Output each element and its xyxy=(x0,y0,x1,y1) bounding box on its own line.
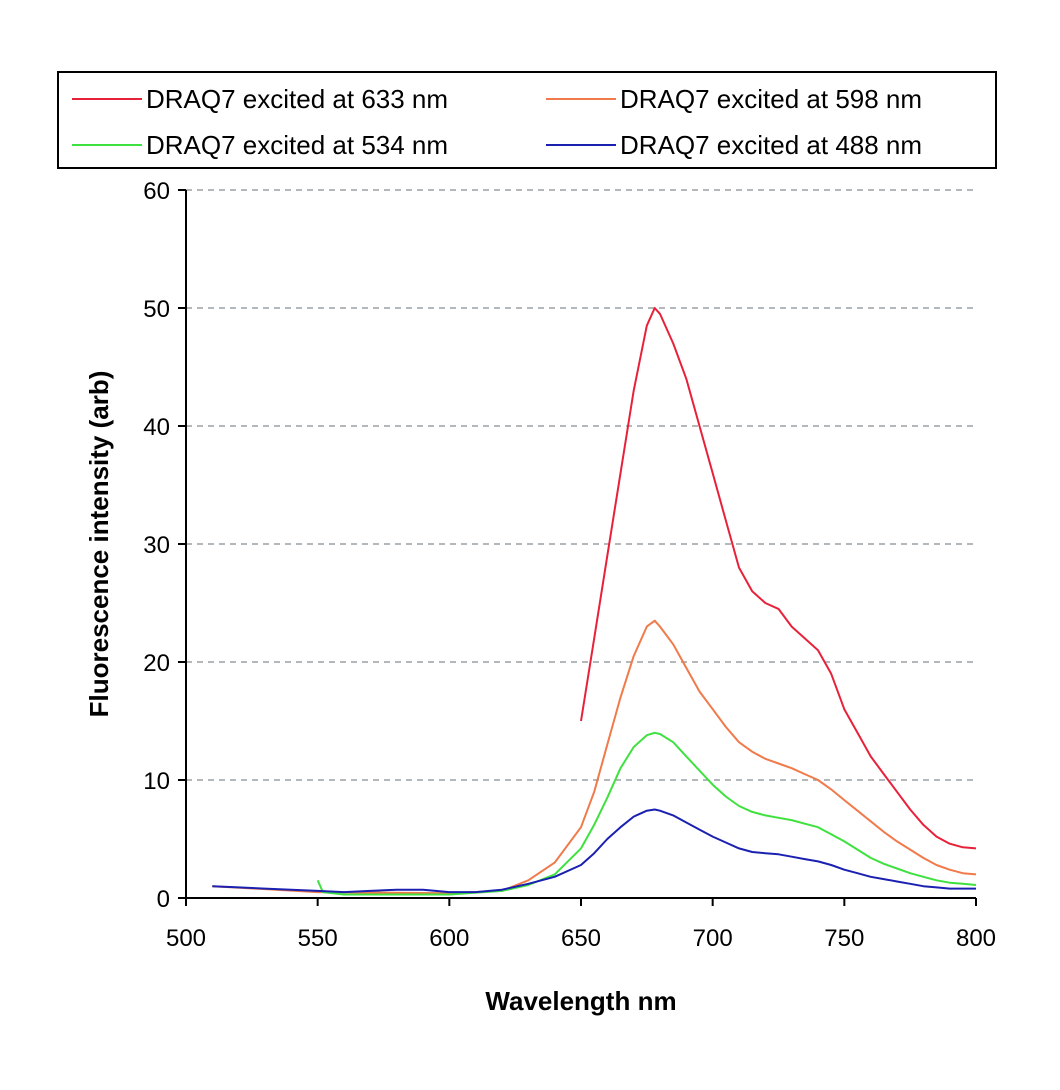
x-tick-label-800: 800 xyxy=(956,925,996,952)
y-tick-label-0: 0 xyxy=(157,886,170,913)
tick-labels: 0 10 20 30 40 50 60 500 550 600 650 700 750 800 xyxy=(143,178,996,952)
x-tick-label-550: 550 xyxy=(298,925,338,952)
y-tick-label-50: 50 xyxy=(143,296,170,323)
y-tick-label-60: 60 xyxy=(143,178,170,205)
series-lines xyxy=(212,307,977,896)
legend-label-488: DRAQ7 excited at 488 nm xyxy=(620,130,922,160)
y-axis-title: Fluorescence intensity (arb) xyxy=(84,371,114,718)
x-tick-label-650: 650 xyxy=(561,925,601,952)
y-tick-label-40: 40 xyxy=(143,414,170,441)
legend-label-633: DRAQ7 excited at 633 nm xyxy=(146,84,448,114)
x-tick-label-700: 700 xyxy=(693,925,733,952)
x-tick-label-500: 500 xyxy=(166,925,206,952)
series-line-1 xyxy=(212,619,977,895)
y-tick-label-30: 30 xyxy=(143,532,170,559)
legend: DRAQ7 excited at 633 nm DRAQ7 excited at… xyxy=(57,71,997,169)
gridlines xyxy=(186,189,976,781)
y-tick-label-20: 20 xyxy=(143,650,170,677)
legend-label-598: DRAQ7 excited at 598 nm xyxy=(620,84,922,114)
legend-label-534: DRAQ7 excited at 534 nm xyxy=(146,130,448,160)
series-line-2 xyxy=(316,731,977,896)
axes xyxy=(178,189,977,906)
series-line-0 xyxy=(580,307,977,850)
x-tick-label-750: 750 xyxy=(824,925,864,952)
legend-frame xyxy=(57,71,997,169)
series-line-3 xyxy=(212,808,976,894)
y-tick-label-10: 10 xyxy=(143,768,170,795)
x-axis-title: Wavelength nm xyxy=(485,986,676,1016)
x-tick-label-600: 600 xyxy=(429,925,469,952)
